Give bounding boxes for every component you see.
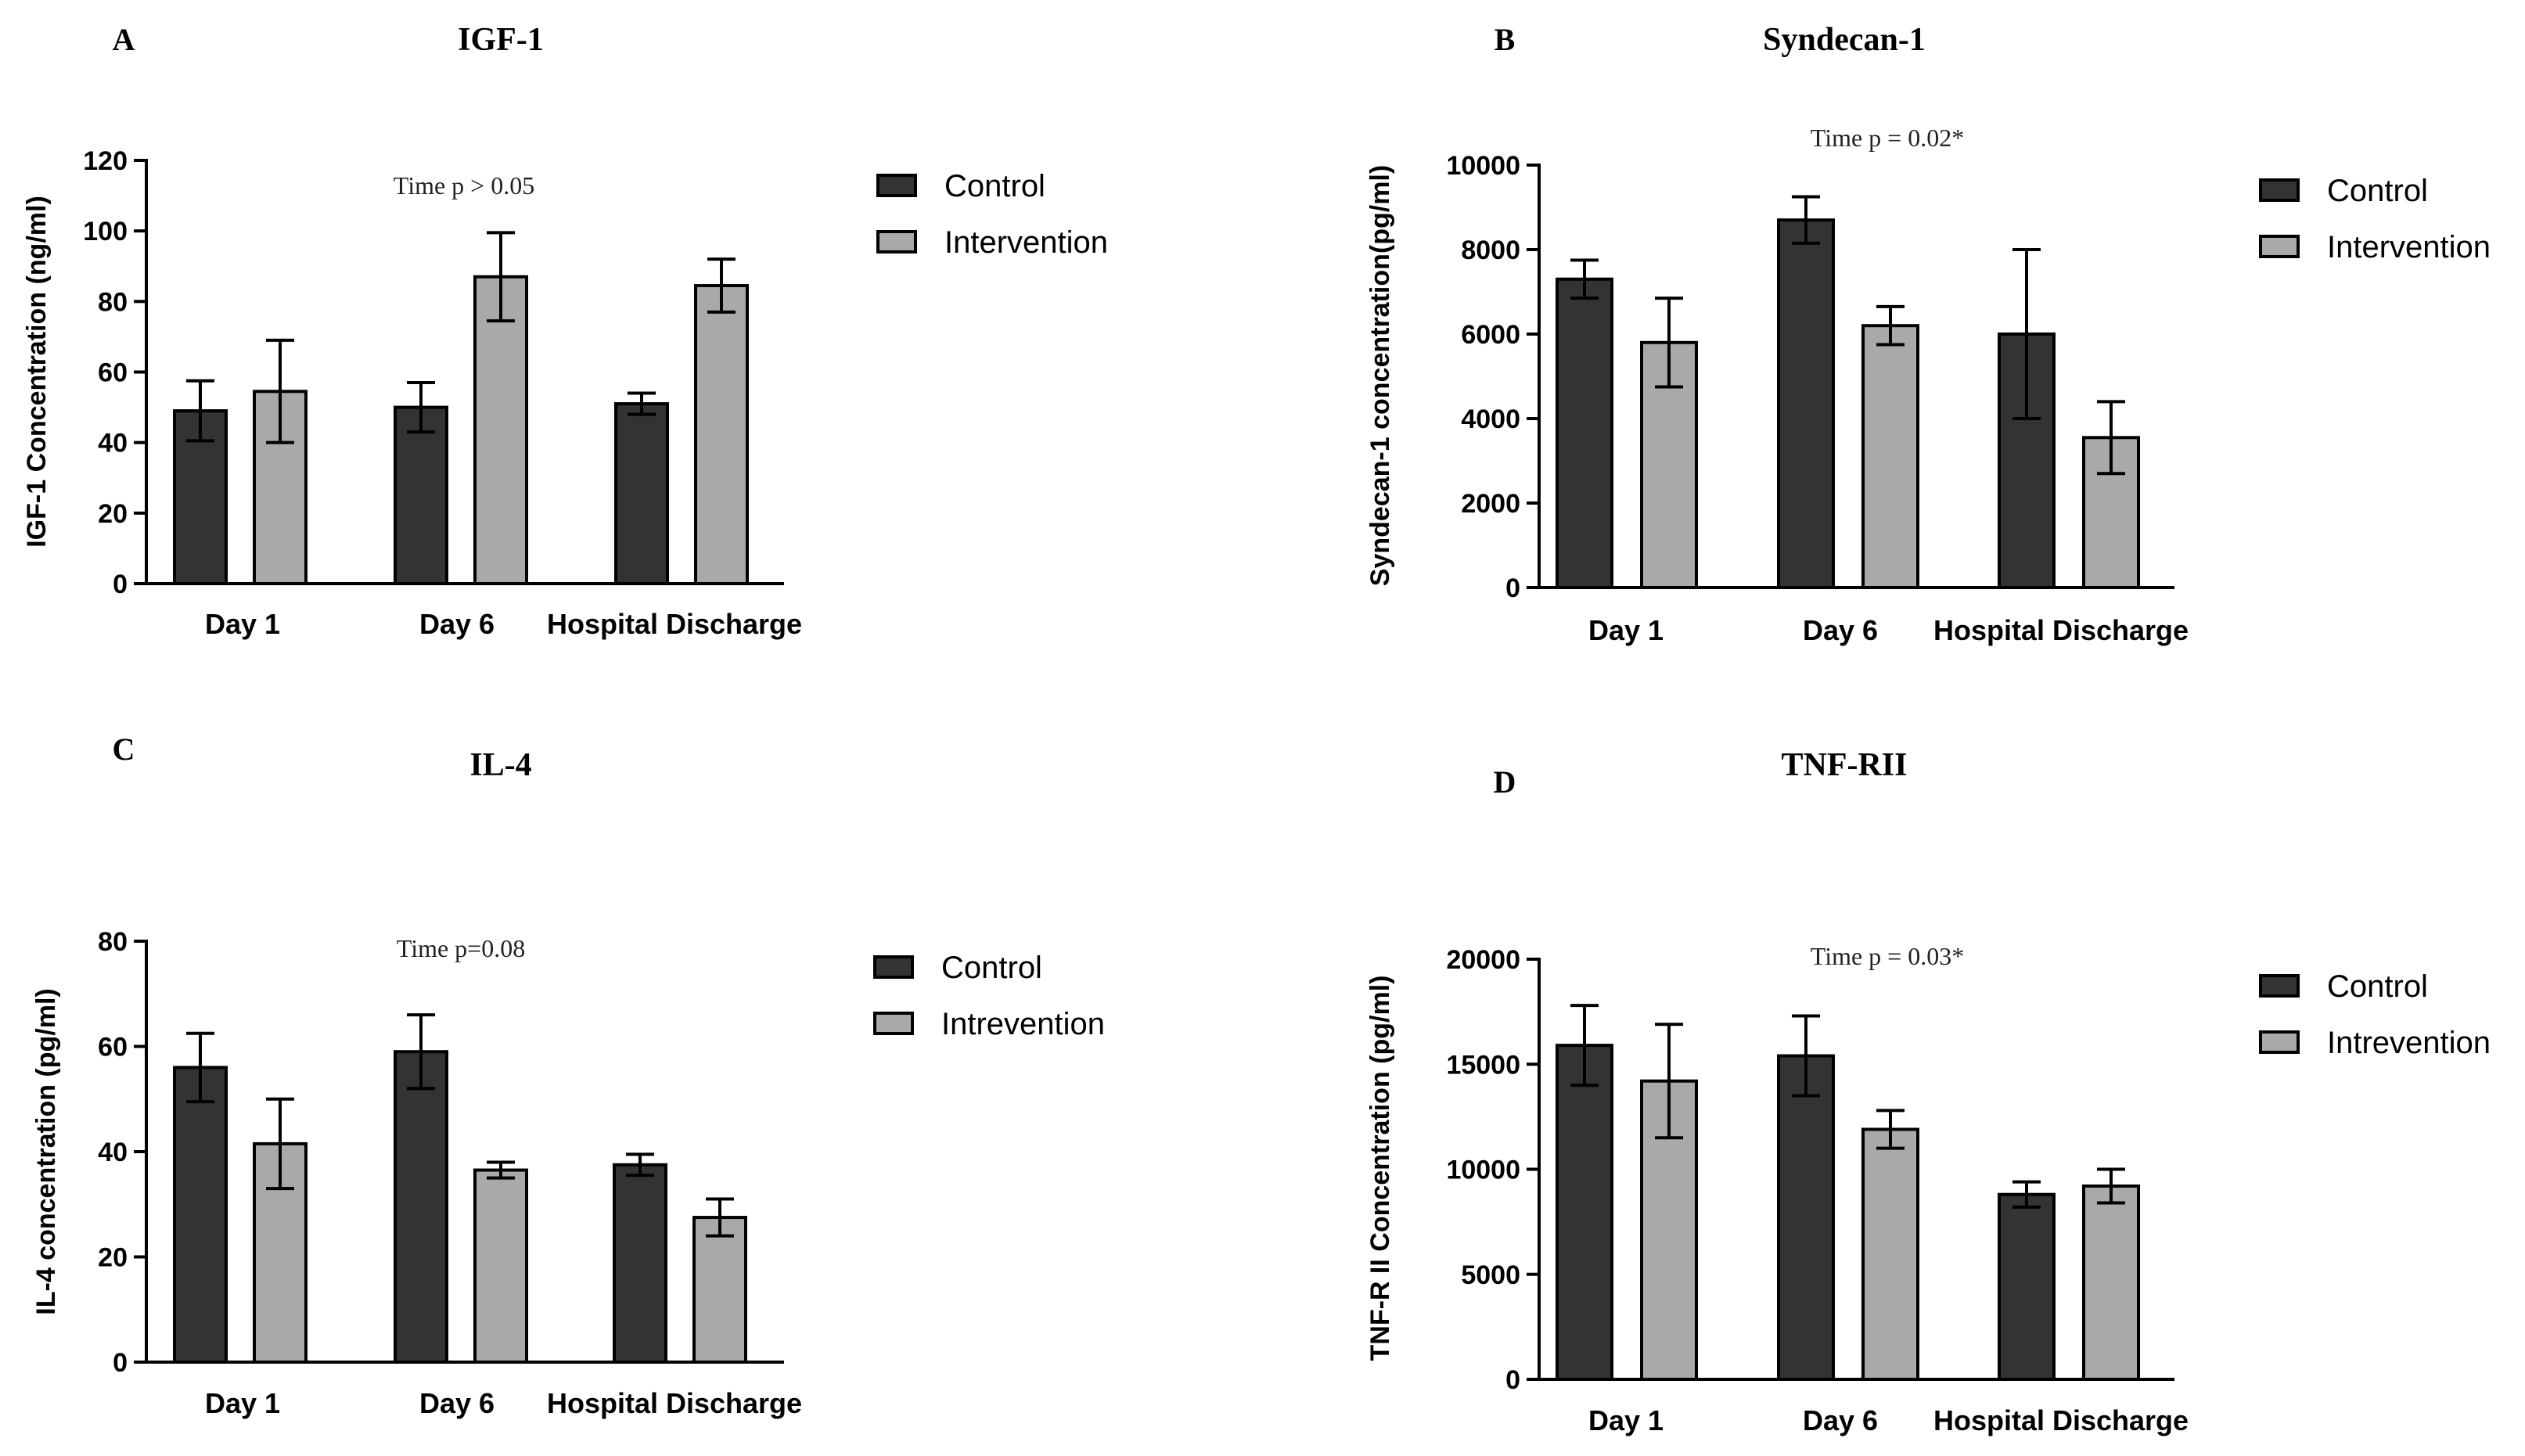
x-tick-label: Day 1 bbox=[205, 608, 280, 640]
bar-intrevention-day-6 bbox=[1861, 1127, 1919, 1381]
bar-intervention-day-6 bbox=[1861, 324, 1919, 589]
y-tick-label: 0 bbox=[1505, 1365, 1520, 1395]
panel-letter: A bbox=[113, 22, 135, 57]
y-axis-label: IL-4 concentration (pg/ml) bbox=[31, 988, 61, 1314]
legend-label: Intrevention bbox=[941, 1007, 1105, 1041]
y-tick-label: 120 bbox=[83, 146, 128, 176]
y-tick-label: 4000 bbox=[1461, 404, 1520, 434]
y-tick-label: 60 bbox=[98, 1033, 128, 1062]
y-tick-label: 5000 bbox=[1461, 1260, 1520, 1290]
x-tick-label: Hospital Discharge bbox=[547, 1387, 802, 1419]
bar-control-day-1 bbox=[173, 1066, 228, 1364]
panel-b: B Syndecan-1 Time p = 0.02* 0 2000 4000 6000 80… bbox=[1365, 22, 2491, 646]
y-tick-label: 6000 bbox=[1461, 320, 1520, 350]
panel-a: A IGF-1 Time p > 0.05 0 20 40 60 80 100 120 IGF-1 … bbox=[22, 22, 1108, 640]
bar-control-day-1 bbox=[1556, 1044, 1613, 1381]
bar-control-day-6 bbox=[1777, 218, 1835, 589]
panel-letter: D bbox=[1494, 764, 1516, 800]
bar-intervention-hospital-discharge bbox=[694, 284, 749, 585]
x-tick-label: Day 6 bbox=[419, 1387, 495, 1419]
bar-control-day-6 bbox=[394, 405, 448, 585]
legend-label: Intervention bbox=[944, 225, 1108, 260]
bar-intervention-day-6 bbox=[473, 275, 528, 585]
y-tick-label: 20000 bbox=[1446, 945, 1520, 975]
y-tick-label: 40 bbox=[98, 429, 128, 458]
significance-annotation: Time p=0.08 bbox=[397, 934, 525, 962]
y-tick-label: 10000 bbox=[1446, 1156, 1520, 1185]
y-tick-label: 20 bbox=[98, 499, 128, 529]
significance-annotation: Time p = 0.02* bbox=[1811, 124, 1964, 152]
chart-title: TNF-RII bbox=[1781, 747, 1907, 783]
y-tick-label: 2000 bbox=[1461, 489, 1520, 519]
x-tick-label: Hospital Discharge bbox=[1933, 1404, 2189, 1436]
legend-label: Control bbox=[941, 951, 1042, 985]
legend-label: Control bbox=[2327, 969, 2428, 1004]
legend-swatch bbox=[876, 230, 917, 253]
y-tick-label: 8000 bbox=[1461, 235, 1520, 265]
panel-c: C IL-4 Time p=0.08 0 20 40 60 80 IL-4 concentrat… bbox=[31, 732, 1105, 1419]
legend-label: Control bbox=[944, 169, 1045, 203]
bar-control-day-1 bbox=[1556, 277, 1613, 589]
legend-label: Control bbox=[2327, 174, 2428, 208]
bar-control-day-6 bbox=[1777, 1054, 1835, 1381]
bar-control-hospital-discharge bbox=[1998, 1192, 2056, 1381]
bar-intrevention-hospital-discharge bbox=[2082, 1184, 2140, 1381]
x-tick-label: Day 1 bbox=[1588, 614, 1664, 646]
legend-swatch bbox=[876, 174, 917, 197]
legend-swatch bbox=[2259, 1030, 2300, 1054]
significance-annotation: Time p > 0.05 bbox=[394, 171, 534, 200]
panel-letter: C bbox=[113, 732, 135, 767]
y-tick-label: 0 bbox=[113, 1348, 128, 1378]
bar-intrevention-day-6 bbox=[473, 1168, 528, 1364]
y-axis-label: Syndecan-1 concentration(pg/ml) bbox=[1365, 165, 1395, 586]
legend-swatch bbox=[2259, 178, 2300, 202]
legend-swatch bbox=[2259, 235, 2300, 258]
y-tick-label: 100 bbox=[83, 217, 128, 246]
y-axis-label: TNF-R II Concentration (pg/ml) bbox=[1365, 976, 1395, 1361]
y-tick-label: 40 bbox=[98, 1138, 128, 1167]
panel-d: D TNF-RII Time p = 0.03* 0 5000 10000 15000 200… bbox=[1365, 747, 2491, 1436]
bar-control-day-6 bbox=[394, 1050, 448, 1364]
panel-letter: B bbox=[1494, 22, 1516, 57]
x-tick-label: Day 6 bbox=[419, 608, 495, 640]
legend-label: Intrevention bbox=[2327, 1026, 2491, 1060]
y-tick-label: 80 bbox=[98, 287, 128, 317]
legend-swatch bbox=[873, 1012, 914, 1035]
x-tick-label: Day 1 bbox=[1588, 1404, 1664, 1436]
x-tick-label: Hospital Discharge bbox=[1933, 614, 2189, 646]
y-tick-label: 10000 bbox=[1446, 151, 1520, 181]
legend-swatch bbox=[873, 955, 914, 979]
significance-annotation: Time p = 0.03* bbox=[1811, 942, 1964, 970]
chart-title: Syndecan-1 bbox=[1763, 22, 1926, 58]
y-tick-label: 80 bbox=[98, 927, 128, 957]
chart-title: IGF-1 bbox=[458, 22, 544, 58]
y-axis-label: IGF-1 Concentration (ng/ml) bbox=[22, 196, 52, 548]
legend-swatch bbox=[2259, 974, 2300, 998]
y-tick-label: 0 bbox=[1505, 573, 1520, 603]
x-tick-label: Day 6 bbox=[1803, 1404, 1878, 1436]
y-tick-label: 15000 bbox=[1446, 1050, 1520, 1080]
bar-control-hospital-discharge bbox=[613, 1163, 667, 1364]
bar-intrevention-hospital-discharge bbox=[692, 1216, 747, 1364]
x-tick-label: Day 1 bbox=[205, 1387, 280, 1419]
y-tick-label: 60 bbox=[98, 358, 128, 388]
y-tick-label: 20 bbox=[98, 1243, 128, 1273]
x-tick-label: Hospital Discharge bbox=[547, 608, 802, 640]
x-tick-label: Day 6 bbox=[1803, 614, 1878, 646]
chart-title: IL-4 bbox=[469, 747, 531, 783]
y-tick-label: 0 bbox=[113, 570, 128, 599]
legend-label: Intervention bbox=[2327, 230, 2491, 264]
bar-control-hospital-discharge bbox=[614, 402, 669, 586]
